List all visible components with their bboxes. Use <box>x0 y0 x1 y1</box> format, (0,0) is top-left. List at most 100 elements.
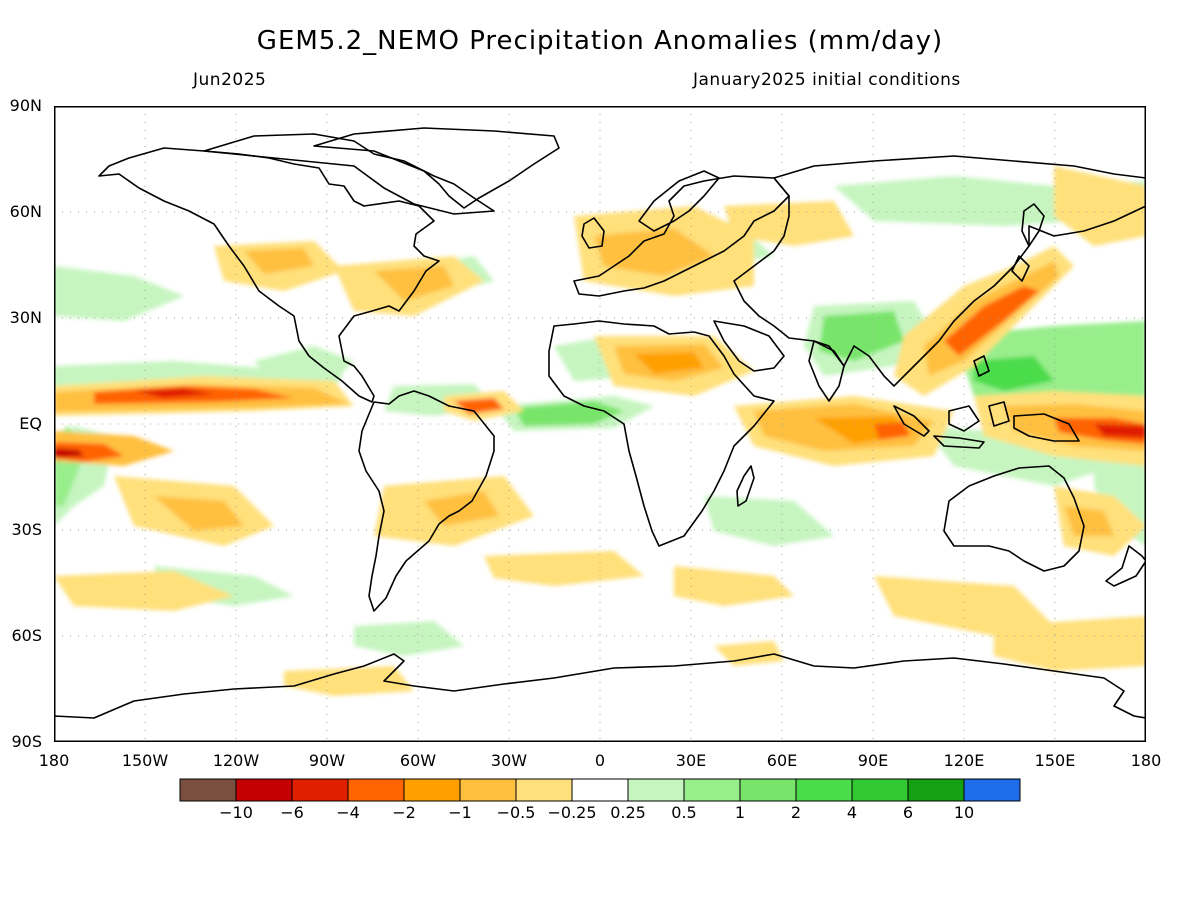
lat-label-60n: 60N <box>9 202 42 221</box>
lat-label-eq: EQ <box>19 414 42 433</box>
lat-label-30s: 30S <box>11 520 42 539</box>
dry-anomaly-area <box>944 286 1039 356</box>
colorbar-swatch <box>459 778 517 802</box>
colorbar-label: −1 <box>448 803 472 822</box>
coastline-asia <box>733 155 1146 387</box>
colorbar-swatch <box>179 778 237 802</box>
coastline-africa <box>548 320 775 547</box>
dry-anomaly-area <box>54 442 124 462</box>
lon-label-150e: 150E <box>1034 751 1076 770</box>
wet-anomaly-area <box>819 311 904 361</box>
init-conditions-label: January2025 initial conditions <box>693 70 961 90</box>
dry-anomaly-area <box>244 248 314 274</box>
lon-label-30w: 30W <box>490 751 528 770</box>
colorbar-label: −0.25 <box>547 803 597 822</box>
colorbar <box>179 778 1021 802</box>
coastline-new-zealand <box>1105 545 1146 587</box>
colorbar-swatch <box>739 778 797 802</box>
colorbar-swatch <box>963 778 1021 802</box>
lon-label-180e: 180 <box>1130 751 1162 770</box>
coastline-canadian-arctic <box>203 133 495 215</box>
dry-anomaly-area <box>1094 424 1146 438</box>
dry-anomaly-area <box>994 616 1146 671</box>
colorbar-swatch <box>515 778 573 802</box>
dry-anomaly-area <box>874 422 909 440</box>
colorbar-swatch <box>235 778 293 802</box>
lat-label-90n: 90N <box>9 96 42 115</box>
dry-anomaly-area <box>284 666 414 696</box>
dry-anomaly-area <box>154 496 244 531</box>
dry-anomaly-area <box>634 352 704 374</box>
colorbar-swatch <box>347 778 405 802</box>
dry-anomaly-area <box>874 576 1054 636</box>
coastline-scandinavia <box>638 170 720 232</box>
dry-anomaly-area <box>724 201 854 246</box>
lon-label-30e: 30E <box>675 751 707 770</box>
lon-label-90w: 90W <box>308 751 346 770</box>
colorbar-label: −4 <box>336 803 360 822</box>
colorbar-label: 1 <box>734 803 746 822</box>
lon-label-120w: 120W <box>212 751 260 770</box>
colorbar-swatch <box>291 778 349 802</box>
coastline-greenland <box>313 127 560 209</box>
precipitation-anomaly-map <box>54 106 1146 742</box>
dry-anomaly-area <box>1054 166 1146 246</box>
coastline-british-isles <box>581 217 605 249</box>
colorbar-label: −2 <box>392 803 416 822</box>
coastline-southeast-asia-islands <box>893 355 1080 449</box>
colorbar-swatch <box>683 778 741 802</box>
dry-anomaly-area <box>714 641 784 666</box>
colorbar-swatch <box>851 778 909 802</box>
colorbar-swatch <box>571 778 629 802</box>
wet-anomaly-area <box>974 356 1054 391</box>
map-frame <box>54 106 1146 742</box>
lon-label-60e: 60E <box>766 751 798 770</box>
coastline-madagascar <box>736 465 755 507</box>
valid-month-label: Jun2025 <box>193 70 267 90</box>
coastline-south-america <box>358 390 495 612</box>
coastline-antarctica <box>54 653 1146 719</box>
colorbar-swatch <box>627 778 685 802</box>
colorbar-label: 0.5 <box>671 803 697 822</box>
colorbar-label: 4 <box>846 803 858 822</box>
coastline-north-america <box>98 147 440 403</box>
dry-anomaly-area <box>594 228 714 276</box>
dry-anomaly-area <box>1064 506 1114 536</box>
lon-label-0: 0 <box>594 751 606 770</box>
map-title: GEM5.2_NEMO Precipitation Anomalies (mm/… <box>256 26 944 56</box>
lat-label-90s: 90S <box>11 732 42 751</box>
coastline-japan <box>1011 203 1045 282</box>
dry-anomaly-area <box>54 571 234 611</box>
colorbar-label: −10 <box>219 803 253 822</box>
dry-anomaly-area <box>54 448 84 458</box>
wet-anomaly-area <box>54 266 184 321</box>
colorbar-label: 6 <box>902 803 914 822</box>
wet-anomaly-area <box>354 621 464 656</box>
colorbar-label: 0.25 <box>610 803 646 822</box>
dry-anomaly-area <box>484 551 644 586</box>
lon-label-90e: 90E <box>857 751 889 770</box>
lon-label-180w: 180 <box>38 751 70 770</box>
lat-label-60s: 60S <box>11 626 42 645</box>
anomaly-shading <box>54 166 1146 696</box>
dry-anomaly-area <box>374 266 454 301</box>
lon-label-150w: 150W <box>121 751 169 770</box>
wet-anomaly-area <box>924 426 1114 486</box>
colorbar-label: 10 <box>953 803 975 822</box>
colorbar-label: 2 <box>790 803 802 822</box>
wet-anomaly-area <box>704 496 834 546</box>
coastlines <box>54 127 1146 719</box>
colorbar-swatch <box>403 778 461 802</box>
colorbar-label: −6 <box>280 803 304 822</box>
colorbar-swatch <box>795 778 853 802</box>
lon-label-60w: 60W <box>399 751 437 770</box>
dry-anomaly-area <box>674 566 794 606</box>
coastline-australia <box>943 465 1085 572</box>
dry-anomaly-area <box>134 388 214 398</box>
colorbar-label: −0.5 <box>496 803 536 822</box>
coastline-arabian-peninsula <box>713 320 785 372</box>
coastline-india <box>808 340 845 402</box>
colorbar-swatch <box>907 778 965 802</box>
lat-label-30n: 30N <box>9 308 42 327</box>
wet-anomaly-area <box>514 401 624 426</box>
